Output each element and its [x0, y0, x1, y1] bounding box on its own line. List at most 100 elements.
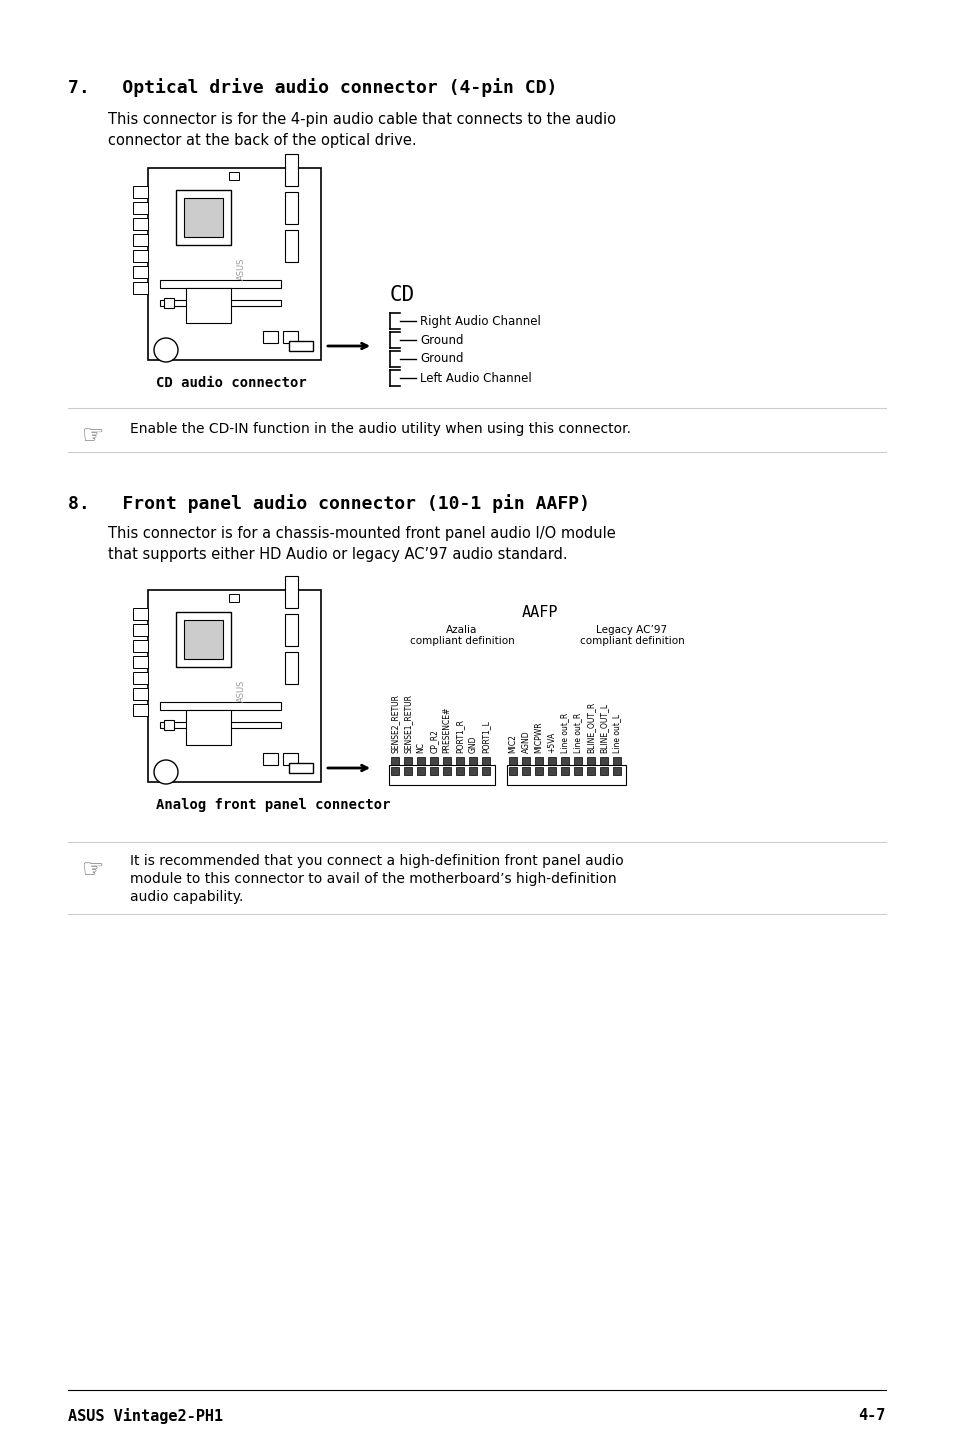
Text: PRESENCE#: PRESENCE#: [442, 706, 451, 754]
Text: audio capability.: audio capability.: [130, 890, 243, 905]
Bar: [456, 756, 463, 765]
Bar: [289, 341, 313, 351]
Bar: [613, 766, 620, 775]
Bar: [132, 250, 148, 262]
Bar: [391, 766, 398, 775]
Text: AGND: AGND: [521, 731, 530, 754]
Bar: [574, 766, 581, 775]
Bar: [160, 702, 281, 710]
Bar: [442, 756, 451, 765]
Bar: [132, 186, 148, 198]
Bar: [132, 672, 148, 684]
Text: Left Audio Channel: Left Audio Channel: [419, 371, 531, 384]
Bar: [285, 651, 297, 684]
Circle shape: [153, 761, 178, 784]
Bar: [521, 756, 530, 765]
Text: This connector is for a chassis-mounted front panel audio I/O module: This connector is for a chassis-mounted …: [108, 526, 615, 541]
Text: Line out_L: Line out_L: [612, 713, 620, 754]
Bar: [229, 173, 239, 180]
Bar: [586, 756, 595, 765]
Bar: [535, 766, 542, 775]
Bar: [132, 219, 148, 230]
Bar: [403, 766, 412, 775]
Text: GND: GND: [468, 735, 477, 754]
Text: Ground: Ground: [419, 352, 463, 365]
Text: ASUS: ASUS: [236, 257, 246, 280]
Bar: [613, 756, 620, 765]
Text: NC: NC: [416, 742, 425, 754]
Bar: [132, 705, 148, 716]
Bar: [184, 198, 223, 237]
Text: MIC2: MIC2: [508, 735, 517, 754]
Bar: [416, 766, 424, 775]
Bar: [560, 756, 568, 765]
Text: ASUS: ASUS: [236, 680, 246, 702]
Text: Line out_R: Line out_R: [560, 713, 569, 754]
Bar: [283, 754, 297, 765]
Bar: [599, 756, 607, 765]
Bar: [132, 687, 148, 700]
Text: MICPWR: MICPWR: [534, 722, 543, 754]
Text: It is recommended that you connect a high-definition front panel audio: It is recommended that you connect a hig…: [130, 854, 623, 869]
Bar: [574, 756, 581, 765]
Bar: [132, 608, 148, 620]
Text: PORT1_R: PORT1_R: [455, 719, 464, 754]
Bar: [535, 756, 542, 765]
Text: ASUS Vintage2-PH1: ASUS Vintage2-PH1: [68, 1408, 223, 1424]
Bar: [430, 756, 437, 765]
Text: Azalia: Azalia: [446, 626, 477, 636]
Text: 4-7: 4-7: [858, 1408, 885, 1424]
Bar: [186, 710, 231, 745]
Text: Analog front panel connector: Analog front panel connector: [156, 798, 390, 812]
Bar: [285, 230, 297, 262]
Text: CD: CD: [390, 285, 415, 305]
Bar: [175, 613, 231, 667]
Bar: [560, 766, 568, 775]
Bar: [285, 577, 297, 608]
Bar: [263, 754, 277, 765]
Bar: [547, 756, 556, 765]
Bar: [186, 288, 231, 324]
Bar: [289, 764, 313, 774]
Bar: [586, 766, 595, 775]
Bar: [391, 756, 398, 765]
Text: Enable the CD-IN function in the audio utility when using this connector.: Enable the CD-IN function in the audio u…: [130, 421, 630, 436]
Bar: [132, 282, 148, 293]
Bar: [481, 756, 490, 765]
Bar: [184, 620, 223, 659]
Text: 7.   Optical drive audio connector (4-pin CD): 7. Optical drive audio connector (4-pin …: [68, 78, 557, 96]
Text: CP_R2: CP_R2: [429, 729, 438, 754]
Text: +5VA: +5VA: [547, 732, 556, 754]
Bar: [285, 614, 297, 646]
Text: PORT1_L: PORT1_L: [481, 720, 490, 754]
Bar: [506, 765, 625, 785]
Text: SENSE2_RETUR: SENSE2_RETUR: [390, 695, 399, 754]
Bar: [547, 766, 556, 775]
Bar: [599, 766, 607, 775]
Bar: [148, 168, 320, 360]
Bar: [160, 722, 281, 728]
Bar: [521, 766, 530, 775]
Bar: [283, 331, 297, 344]
Bar: [132, 640, 148, 651]
Text: compliant definition: compliant definition: [409, 636, 514, 646]
Text: Line out_R: Line out_R: [573, 713, 582, 754]
Bar: [160, 280, 281, 288]
Bar: [132, 656, 148, 669]
Text: connector at the back of the optical drive.: connector at the back of the optical dri…: [108, 132, 416, 148]
Text: CD audio connector: CD audio connector: [156, 375, 307, 390]
Text: module to this connector to avail of the motherboard’s high-definition: module to this connector to avail of the…: [130, 871, 616, 886]
Bar: [469, 756, 476, 765]
Text: 8.   Front panel audio connector (10-1 pin AAFP): 8. Front panel audio connector (10-1 pin…: [68, 495, 589, 513]
Bar: [481, 766, 490, 775]
Bar: [285, 193, 297, 224]
Text: compliant definition: compliant definition: [579, 636, 683, 646]
Text: Right Audio Channel: Right Audio Channel: [419, 315, 540, 328]
Text: ☞: ☞: [82, 858, 104, 881]
Bar: [389, 765, 495, 785]
Bar: [403, 756, 412, 765]
Bar: [430, 766, 437, 775]
Bar: [132, 201, 148, 214]
Bar: [160, 301, 281, 306]
Bar: [509, 756, 517, 765]
